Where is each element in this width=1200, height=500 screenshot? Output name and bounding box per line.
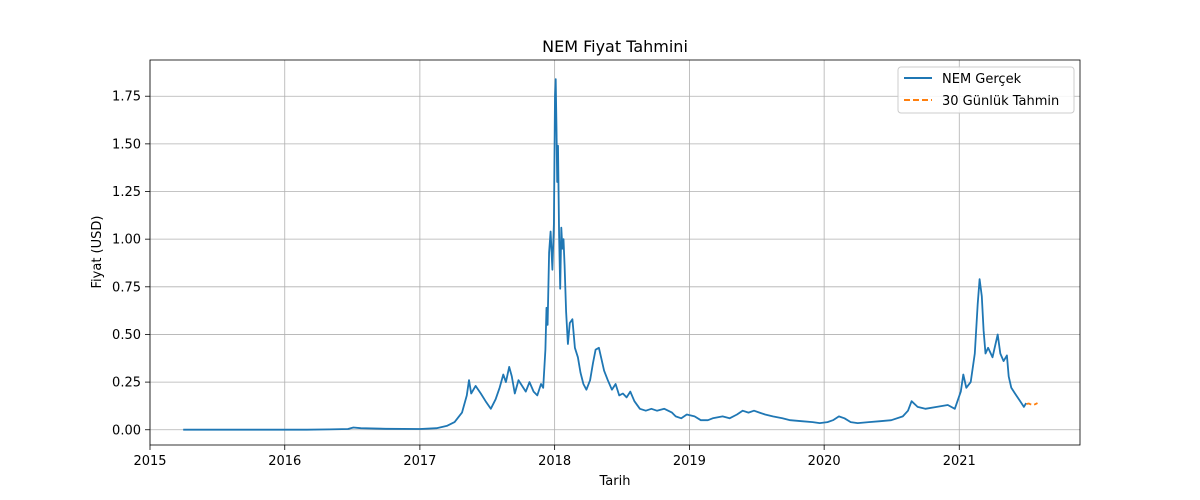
chart-title: NEM Fiyat Tahmini <box>542 37 688 56</box>
y-tick-label: 0.50 <box>112 328 141 343</box>
x-tick-label: 2021 <box>943 454 976 469</box>
series-layer <box>183 78 1038 431</box>
y-tick-layer: 0.00 0.25 0.50 0.75 1.00 1.25 1.50 1.75 <box>112 90 150 438</box>
legend-label-actual: NEM Gerçek <box>942 72 1022 87</box>
x-tick-label: 2017 <box>403 454 436 469</box>
y-tick-label: 0.25 <box>112 376 141 391</box>
series-line-forecast <box>1026 402 1038 406</box>
legend: NEM Gerçek 30 Günlük Tahmin <box>897 66 1075 114</box>
x-tick-label: 2018 <box>538 454 571 469</box>
y-axis-label: Fiyat (USD) <box>90 216 105 289</box>
y-tick-label: 1.00 <box>112 233 141 248</box>
x-axis-label: Tarih <box>599 474 631 489</box>
y-tick-label: 0.00 <box>112 423 141 438</box>
x-tick-label: 2015 <box>133 454 166 469</box>
x-tick-label: 2019 <box>673 454 706 469</box>
legend-label-forecast: 30 Günlük Tahmin <box>942 94 1059 109</box>
series-line-actual <box>183 78 1027 431</box>
x-tick-label: 2016 <box>268 454 301 469</box>
y-tick-label: 0.75 <box>112 280 141 295</box>
plot-frame <box>149 59 1081 446</box>
y-tick-label: 1.50 <box>112 137 141 152</box>
x-tick-layer: 2015 2016 2017 2018 2019 2020 2021 <box>133 445 976 469</box>
y-tick-label: 1.75 <box>112 90 141 105</box>
y-tick-label: 1.25 <box>112 185 141 200</box>
legend-box <box>897 66 1075 114</box>
x-tick-label: 2020 <box>808 454 841 469</box>
